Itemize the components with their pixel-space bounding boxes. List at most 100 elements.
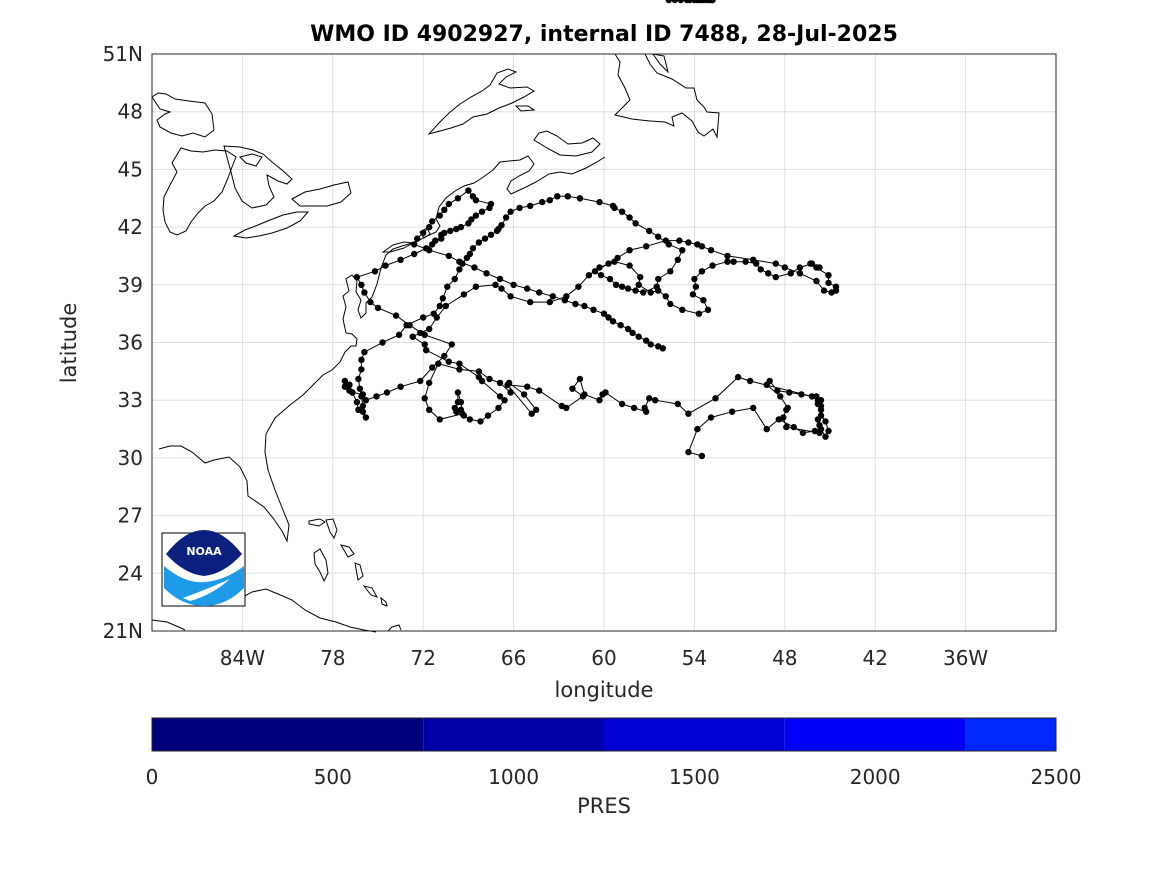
- float-position-point: [341, 377, 349, 385]
- float-position-point: [685, 448, 692, 456]
- float-position-point: [341, 383, 349, 390]
- colorbar-band: [423, 718, 604, 751]
- float-position-point: [700, 297, 707, 304]
- float-position-point: [460, 412, 468, 419]
- float-position-point: [436, 302, 443, 310]
- float-position-point: [409, 333, 416, 340]
- lat-tick-label: 24: [118, 561, 143, 585]
- float-position-point: [520, 391, 528, 398]
- float-position-point: [707, 414, 715, 421]
- float-position-point: [807, 260, 814, 267]
- lon-tick-label: 84W: [220, 646, 265, 670]
- float-position-point: [781, 264, 788, 271]
- colorbar-tick-label: 2500: [1031, 765, 1082, 789]
- float-position-point: [439, 295, 446, 302]
- float-position-point: [569, 385, 576, 392]
- float-position-point: [421, 331, 428, 338]
- float-position-point: [421, 341, 428, 348]
- latitude-tick-labels: 21N 24 27 30 33 36 39 42 45 48 51N: [103, 42, 143, 643]
- coastline-pei: [514, 105, 536, 112]
- colorbar-label: PRES: [577, 794, 631, 818]
- float-position-point: [591, 268, 599, 275]
- logo-text: NOAA: [186, 545, 222, 558]
- float-position-point: [367, 298, 374, 306]
- colorbar-tick-label: 0: [146, 765, 159, 789]
- lat-tick-label: 27: [118, 504, 143, 528]
- float-position-point: [618, 208, 626, 215]
- colorbar-frame: [151, 717, 1057, 752]
- coastline-lake-ontario: [291, 181, 352, 207]
- float-position-point: [665, 241, 672, 248]
- coastline-lake-erie: [232, 211, 310, 239]
- float-position-point: [617, 322, 624, 329]
- float-position-point: [596, 264, 603, 271]
- float-position-point: [712, 395, 719, 402]
- lat-tick-label: 21N: [103, 619, 143, 643]
- float-position-point: [397, 383, 404, 390]
- plot-frame: [151, 53, 1057, 632]
- float-position-point: [421, 395, 428, 402]
- logo-gull-icon: [183, 579, 230, 601]
- float-position-point: [426, 406, 433, 413]
- float-position-point: [451, 275, 458, 283]
- float-position-point: [659, 345, 666, 352]
- float-position-point: [445, 252, 452, 260]
- float-position-point: [655, 233, 662, 240]
- float-position-point: [353, 398, 361, 406]
- float-position-point: [483, 270, 490, 277]
- float-position-point: [355, 375, 362, 383]
- float-position-point: [456, 258, 463, 265]
- float-position-point: [496, 275, 504, 283]
- float-position-point: [624, 325, 632, 333]
- float-position-point: [475, 368, 483, 375]
- float-position-point: [814, 416, 822, 423]
- coastline-lake-huron: [223, 145, 293, 209]
- float-position-point: [432, 237, 439, 244]
- coastline-labrador-tip: [651, 53, 669, 74]
- coastline-haiti: [387, 624, 402, 632]
- float-positions: [341, 0, 840, 460]
- lat-tick-label: 48: [118, 100, 143, 124]
- float-position-point: [643, 243, 650, 250]
- float-position-point: [436, 212, 443, 219]
- float-position-point: [590, 306, 597, 313]
- lat-tick-label: 51N: [103, 42, 143, 66]
- float-position-point: [527, 298, 534, 306]
- float-position-point: [709, 262, 716, 269]
- float-position-point: [524, 383, 531, 390]
- float-position-point: [799, 429, 807, 437]
- float-position-point: [492, 281, 499, 288]
- colorbar-band: [152, 718, 424, 751]
- float-position-point: [828, 289, 835, 296]
- float-position-point: [501, 397, 508, 404]
- float-position-point: [463, 254, 471, 262]
- float-position-point: [371, 268, 379, 275]
- float-position-point: [448, 341, 455, 348]
- float-position-point: [679, 247, 686, 254]
- float-position-point: [766, 377, 773, 385]
- lat-tick-label: 33: [118, 388, 143, 412]
- colorbar-tick-label: 500: [314, 765, 352, 789]
- float-position-point: [441, 206, 448, 213]
- float-position-point: [694, 425, 701, 433]
- colorbar-band: [784, 718, 966, 751]
- float-position-point: [671, 0, 678, 4]
- float-position-point: [618, 400, 626, 408]
- float-position-point: [816, 422, 823, 429]
- float-position-point: [373, 393, 380, 400]
- float-position-point: [423, 347, 430, 354]
- float-position-point: [469, 193, 477, 200]
- float-position-point: [698, 268, 706, 275]
- float-position-point: [395, 331, 403, 338]
- float-position-point: [524, 285, 531, 292]
- float-position-point: [692, 283, 700, 290]
- logo-top-lobe: [166, 530, 242, 576]
- float-position-point: [742, 258, 749, 265]
- float-position-point: [596, 198, 603, 206]
- float-position-point: [362, 397, 370, 404]
- float-position-point: [674, 400, 681, 408]
- float-position-point: [728, 408, 736, 415]
- float-position-point: [561, 297, 568, 304]
- float-position-point: [643, 337, 650, 344]
- float-position-point: [468, 216, 475, 223]
